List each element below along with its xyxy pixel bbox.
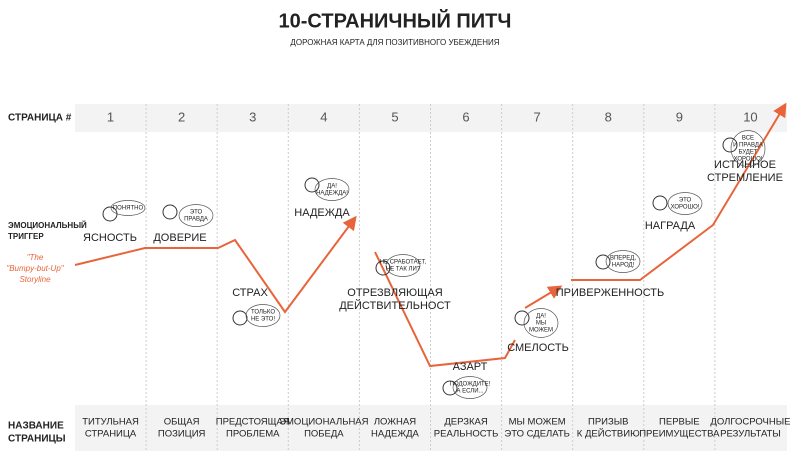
storyline-line [524, 285, 563, 309]
trigger-label: "Bumpy-but-Up" [6, 264, 64, 273]
page-name: ДЕРЗКАЯ [444, 417, 488, 428]
page-name: ПРОБЛЕМА [226, 429, 280, 440]
page-name: СТРАНИЦА [85, 429, 137, 440]
trigger-label: Storyline [19, 275, 51, 284]
speech-bubble [605, 250, 641, 273]
bubble-text: НЕ ТАК ЛИ? [386, 267, 421, 273]
bubble-text: И ПРАВДА [733, 143, 763, 149]
page-number: 10 [743, 109, 757, 124]
trigger-label: ДЕЙСТВИТЕЛЬНОСТ [339, 299, 451, 312]
face-icon [595, 254, 611, 270]
face-icon [375, 260, 391, 276]
bubble-text: ДА! [327, 184, 337, 190]
bubble-text: ХОРОШО! [671, 205, 700, 211]
page-name: ТИТУЛЬНАЯ [82, 417, 139, 428]
page-number: 4 [320, 109, 327, 124]
bubble-text: БУДЕТ [738, 150, 757, 156]
speech-bubble [178, 204, 214, 227]
label: ЭМОЦИОНАЛЬНЫЙ [8, 221, 87, 230]
bubble-text: ПРАВДА [184, 217, 208, 223]
bubble-text: МОЖЕМ [529, 328, 553, 334]
page-number: 1 [107, 109, 114, 124]
trigger-label: НАДЕЖДА [294, 207, 350, 219]
bubble-text: ПОДОЖДИТЕ! [450, 382, 491, 388]
face-icon [232, 310, 248, 326]
page-name: РЕЗУЛЬТАТЫ [720, 429, 781, 440]
page-name: ПРЕДСТОЯЩАЯ [216, 417, 290, 428]
trigger-label: ЯСНОСТЬ [83, 232, 137, 244]
page-number: 8 [605, 109, 612, 124]
trigger-label: НАГРАДА [645, 220, 696, 232]
trigger-label: "The [27, 253, 44, 262]
bubble-text: А ЕСЛИ... [456, 389, 483, 395]
trigger-label: СТРЕМЛЕНИЕ [707, 172, 783, 184]
page-number: 7 [534, 109, 541, 124]
bubble-text: ПОНЯТНО [113, 206, 144, 212]
speech-bubble [314, 178, 350, 201]
bubble-text: ДА! [536, 314, 546, 320]
page-name: МЫ МОЖЕМ [509, 417, 566, 428]
label: НАЗВАНИЕ [8, 421, 64, 432]
speech-bubble [385, 254, 421, 277]
speech-bubble [523, 308, 559, 338]
bubble-text: НАРОД! [612, 263, 635, 269]
speech-bubble [110, 200, 146, 216]
subtitle: ДОРОЖНАЯ КАРТА ДЛЯ ПОЗИТИВНОГО УБЕЖДЕНИЯ [290, 38, 499, 47]
bubble-text: ТОЛЬКО [251, 310, 275, 316]
page-number: 9 [676, 109, 683, 124]
storyline-line [571, 102, 787, 281]
page-name: К ДЕЙСТВИЮ [577, 428, 640, 440]
bubble-text: МЫ [536, 321, 546, 327]
label: ТРИГГЕР [8, 232, 44, 241]
face-icon [304, 177, 320, 193]
bubble-text: ХОРОШО! [734, 157, 763, 163]
page-number: 2 [178, 109, 185, 124]
title: 10-СТРАНИЧНЫЙ ПИТЧ [279, 8, 512, 32]
bubble-text: НЕ ЭТО! [251, 317, 275, 323]
page-number: 5 [391, 109, 398, 124]
storyline-line [374, 251, 516, 368]
label: СТРАНИЦЫ [8, 434, 66, 445]
bubble-text: ВПЕРЕД, [610, 256, 636, 262]
page-name: ЛОЖНАЯ [374, 417, 416, 428]
page-name: ПЕРВЫЕ [659, 417, 700, 428]
bubble-text: ЭТО [190, 210, 203, 216]
speech-bubble [245, 304, 281, 327]
page-name: ЭМОЦИОНАЛЬНАЯ [279, 417, 368, 428]
face-icon [162, 204, 178, 220]
speech-bubble [730, 130, 766, 167]
page-name: ПОЗИЦИЯ [158, 429, 206, 440]
trigger-label: СМЕЛОСТЬ [507, 342, 569, 354]
page-number: 3 [249, 109, 256, 124]
trigger-label: ОТРЕЗВЛЯЮЩАЯ [347, 287, 442, 299]
trigger-label: АЗАРТ [453, 361, 488, 373]
page-name: ЭТО СДЕЛАТЬ [504, 429, 570, 440]
speech-bubble [452, 376, 488, 399]
page-name: ДОЛГОСРОЧНЫЕ [710, 417, 790, 428]
trigger-label: ДОВЕРИЕ [153, 232, 206, 244]
speech-bubble [667, 192, 703, 215]
face-icon [442, 380, 458, 396]
face-icon [722, 137, 738, 153]
page-name: ОБЩАЯ [164, 417, 200, 428]
face-icon [652, 195, 668, 211]
bubble-text: НАДЕЖДА! [316, 191, 348, 197]
page-number: 6 [462, 109, 469, 124]
trigger-label: ИСТИННОЕ [714, 159, 776, 171]
storyline-line [74, 215, 357, 314]
face-icon [514, 310, 530, 326]
trigger-label: СТРАХ [232, 287, 268, 299]
page-name: НАДЕЖДА [371, 429, 419, 440]
trigger-label: ПРИВЕРЖЕННОСТЬ [556, 287, 665, 299]
page-name: РЕАЛЬНОСТЬ [434, 429, 499, 440]
bubble-text: ВСЕ [742, 136, 754, 142]
bubble-text: ЭТО [679, 198, 692, 204]
row-label: СТРАНИЦА # [8, 113, 72, 124]
page-name: ПРИЗЫВ [588, 417, 628, 428]
page-name: ПОБЕДА [304, 429, 344, 440]
bubble-text: НЕ СРАБОТАЕТ, [380, 260, 427, 266]
page-name: ПРЕИМУЩЕСТВА [639, 429, 720, 440]
